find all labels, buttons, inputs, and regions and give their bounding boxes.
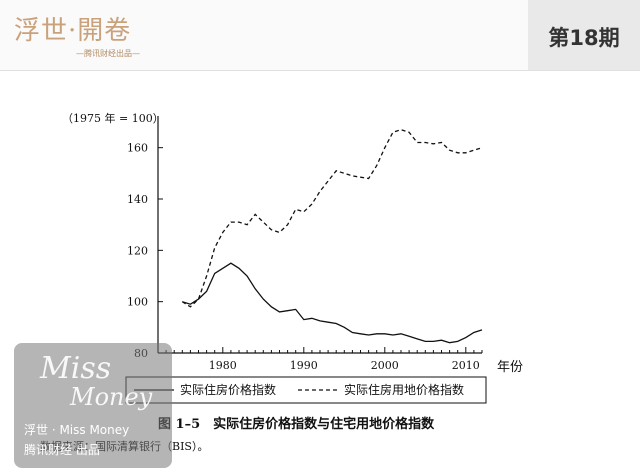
brand-subtitle: —腾讯财经出品— (76, 49, 140, 58)
y-tick-label: 160 (127, 142, 148, 155)
watermark-money: Money (70, 383, 153, 411)
figure-caption: 图 1–5 实际住房价格指数与住宅用地价格指数 (158, 416, 435, 432)
brand-logo-text: 浮世·開卷 (14, 16, 132, 46)
chart-axes: 801001201401601980199020002010 (127, 116, 483, 372)
issue-label: 第18期 (548, 26, 620, 50)
line-chart: 801001201401601980199020002010 实际住房价格指数实… (62, 111, 523, 432)
chart-series (181, 129, 483, 344)
x-tick-label: 2000 (371, 359, 399, 372)
header-bar: 浮世·開卷 —腾讯财经出品— 第18期 (0, 0, 640, 71)
legend-label: 实际住房用地价格指数 (344, 382, 464, 397)
y-axis-label: （1975 年 = 100） (62, 111, 164, 125)
figure-area: 801001201401601980199020002010 实际住房价格指数实… (0, 70, 640, 471)
legend-label: 实际住房价格指数 (180, 382, 276, 397)
watermark-miss: Miss (40, 351, 112, 386)
y-tick-label: 120 (127, 244, 148, 257)
y-tick-label: 140 (127, 193, 148, 206)
x-tick-label: 1990 (290, 359, 318, 372)
series-land-price-line (181, 129, 483, 308)
chart-legend: 实际住房价格指数 实际住房用地价格指数 (125, 376, 487, 404)
watermark-overlay: Miss Money 浮世 · Miss Money 腾讯财经 出品 (14, 343, 172, 468)
watermark-line2: 腾讯财经 出品 (24, 443, 100, 457)
watermark-line1: 浮世 · Miss Money (24, 423, 130, 437)
brand-logo: 浮世·開卷 —腾讯财经出品— (14, 10, 174, 64)
x-tick-label: 1980 (209, 359, 237, 372)
issue-badge: 第18期 (528, 0, 640, 70)
x-axis-label: 年份 (497, 360, 523, 375)
y-tick-label: 100 (127, 296, 148, 309)
series-housing-price-line (182, 262, 483, 344)
x-tick-label: 2010 (452, 359, 480, 372)
